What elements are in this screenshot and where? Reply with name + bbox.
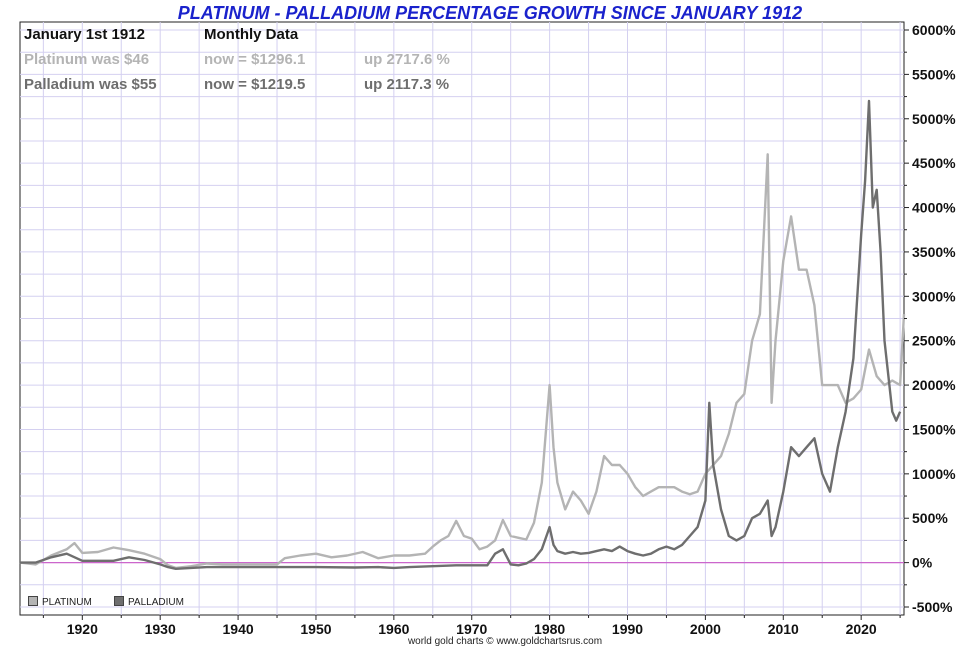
- frequency-label: Monthly Data: [204, 26, 299, 43]
- legend-platinum: PLATINUM: [28, 596, 92, 608]
- series-line-platinum: [19, 153, 906, 570]
- x-tick-label-1980: 1980: [534, 621, 565, 637]
- x-tick-label-2020: 2020: [846, 621, 877, 637]
- legend-platinum-swatch: [28, 596, 38, 606]
- y-tick-label-5500: 5500%: [912, 66, 956, 82]
- y-tick-label-2500: 2500%: [912, 333, 956, 349]
- x-tick-label-1960: 1960: [378, 621, 409, 637]
- x-tick-label-1970: 1970: [456, 621, 487, 637]
- x-tick-label-1940: 1940: [223, 621, 254, 637]
- y-tick-label-4500: 4500%: [912, 155, 956, 171]
- y-tick-label-1000: 1000%: [912, 466, 956, 482]
- x-tick-label-2000: 2000: [690, 621, 721, 637]
- y-tick-label-6000: 6000%: [912, 22, 956, 38]
- legend-palladium-label: PALLADIUM: [128, 597, 184, 608]
- x-tick-label-1990: 1990: [612, 621, 643, 637]
- legend-palladium: PALLADIUM: [114, 596, 184, 608]
- y-tick-label-1500: 1500%: [912, 421, 956, 437]
- platinum-up: up 2717.6 %: [364, 51, 450, 68]
- chart-title: PLATINUM - PALLADIUM PERCENTAGE GROWTH S…: [177, 3, 803, 23]
- y-tick-label-500: 500%: [912, 510, 948, 526]
- start-date-label: January 1st 1912: [24, 26, 145, 43]
- palladium-was: Palladium was $55: [24, 76, 157, 93]
- palladium-up: up 2117.3 %: [364, 76, 450, 93]
- series-line-palladium: [20, 99, 902, 570]
- y-tick-label-0: 0%: [912, 555, 933, 571]
- y-tick-label-5000: 5000%: [912, 111, 956, 127]
- y-tick-label--500: -500%: [912, 599, 953, 615]
- y-tick-label-4000: 4000%: [912, 200, 956, 216]
- series-group: [19, 99, 906, 570]
- x-axis-ticks: 1920 1930 1940 1950 1960 1970 1980 1990 2000 2010…: [42, 615, 901, 637]
- x-tick-label-2010: 2010: [768, 621, 799, 637]
- platinum-was: Platinum was $46: [24, 51, 150, 68]
- x-tick-label-1920: 1920: [67, 621, 98, 637]
- x-tick-label-1930: 1930: [145, 621, 176, 637]
- legend-platinum-label: PLATINUM: [42, 597, 92, 608]
- grid-lines: [20, 22, 904, 615]
- footer-credit: world gold charts © www.goldchartsrus.co…: [407, 636, 603, 647]
- y-tick-label-3000: 3000%: [912, 288, 956, 304]
- y-axis-ticks: 6000% 5500% 5000% 4500% 4000% 3500% 3000% 2500%…: [904, 22, 956, 615]
- palladium-now: now = $1219.5: [204, 76, 306, 93]
- platinum-now: now = $1296.1: [204, 51, 306, 68]
- y-tick-label-3500: 3500%: [912, 244, 956, 260]
- x-tick-label-1950: 1950: [300, 621, 331, 637]
- y-tick-label-2000: 2000%: [912, 377, 956, 393]
- legend-palladium-swatch: [114, 596, 124, 606]
